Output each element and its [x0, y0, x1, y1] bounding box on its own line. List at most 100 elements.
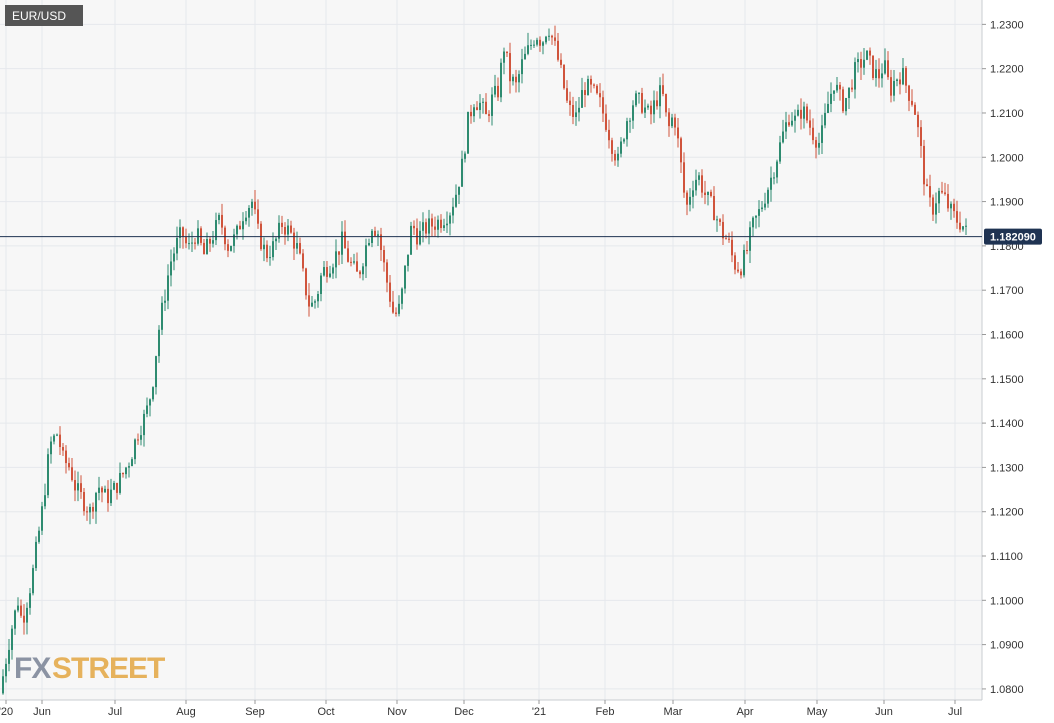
candle	[269, 245, 271, 266]
candle	[896, 78, 898, 87]
candle	[782, 119, 784, 144]
candle	[842, 86, 844, 114]
candle	[407, 254, 409, 272]
symbol-badge[interactable]: EUR/USD	[5, 5, 83, 26]
candle	[902, 58, 904, 86]
candle	[920, 120, 922, 158]
candle	[437, 215, 439, 238]
candle	[530, 39, 532, 50]
candle	[146, 397, 148, 418]
candle	[44, 483, 46, 510]
candle	[476, 101, 478, 111]
candle	[590, 75, 592, 93]
candle	[752, 216, 754, 237]
candle	[677, 117, 679, 148]
candle	[53, 433, 55, 445]
candle	[71, 458, 73, 482]
candle	[599, 83, 601, 108]
candle	[257, 199, 259, 229]
x-tick-label: Nov	[387, 706, 407, 718]
x-tick-label: Jul	[108, 706, 122, 718]
candle	[608, 119, 610, 149]
logo-street-text: STREET	[52, 652, 165, 685]
candle	[227, 239, 229, 258]
candle	[356, 252, 358, 272]
candle	[746, 241, 748, 255]
candle	[521, 48, 523, 84]
x-tick-label: Jul	[948, 706, 962, 718]
candle	[911, 89, 913, 107]
candle	[320, 272, 322, 302]
candle	[881, 63, 883, 88]
candle	[947, 184, 949, 212]
candle	[296, 231, 298, 255]
candle	[617, 146, 619, 167]
candle	[932, 194, 934, 221]
candle	[548, 28, 550, 41]
candle	[605, 104, 607, 132]
candle	[47, 448, 49, 499]
x-tick-label: Feb	[596, 706, 615, 718]
x-tick-label: Aug	[176, 706, 196, 718]
candle	[758, 200, 760, 228]
candle	[41, 501, 43, 536]
candle	[704, 180, 706, 205]
candle	[239, 220, 241, 230]
candle	[77, 471, 79, 502]
candle	[890, 69, 892, 103]
candle	[824, 103, 826, 129]
candle	[965, 218, 967, 236]
candle	[17, 597, 19, 613]
candle	[14, 609, 16, 635]
candle	[278, 215, 280, 243]
candle	[392, 290, 394, 314]
candle	[431, 213, 433, 237]
candle	[131, 457, 133, 467]
candle	[50, 436, 52, 464]
candle	[203, 239, 205, 255]
candle	[389, 274, 391, 308]
candle	[674, 113, 676, 136]
candle	[755, 215, 757, 229]
candle	[827, 91, 829, 114]
candle	[359, 270, 361, 279]
candle	[119, 462, 121, 495]
candle	[542, 41, 544, 55]
candle	[443, 218, 445, 231]
candle	[791, 112, 793, 127]
candle	[134, 438, 136, 465]
candle	[584, 82, 586, 108]
candle	[848, 87, 850, 110]
candle	[728, 232, 730, 243]
candle	[314, 299, 316, 309]
candle	[545, 35, 547, 45]
candle	[941, 181, 943, 194]
candle	[158, 325, 160, 363]
candle	[287, 218, 289, 242]
candle	[194, 237, 196, 250]
candle	[668, 108, 670, 137]
candle	[533, 40, 535, 49]
candle	[380, 227, 382, 262]
y-tick-label: 1.2000	[990, 152, 1024, 164]
y-axis: 1.0800 1.0900 1.1000 1.1100 1.1200 1.1300 1.14…	[982, 19, 1024, 696]
candle	[785, 111, 787, 139]
candle	[764, 192, 766, 211]
candle	[338, 251, 340, 266]
y-tick-label: 1.1700	[990, 285, 1024, 297]
candle	[494, 74, 496, 98]
candle	[383, 245, 385, 272]
candle	[869, 47, 871, 65]
candle	[329, 265, 331, 279]
candle	[266, 240, 268, 263]
candle	[851, 79, 853, 93]
x-tick-label: Mar	[664, 706, 683, 718]
symbol-label: EUR/USD	[12, 9, 66, 23]
candle	[554, 25, 556, 46]
candle	[659, 77, 661, 119]
candle	[866, 50, 868, 61]
candle	[803, 101, 805, 129]
candle	[905, 66, 907, 94]
candle	[926, 178, 928, 187]
